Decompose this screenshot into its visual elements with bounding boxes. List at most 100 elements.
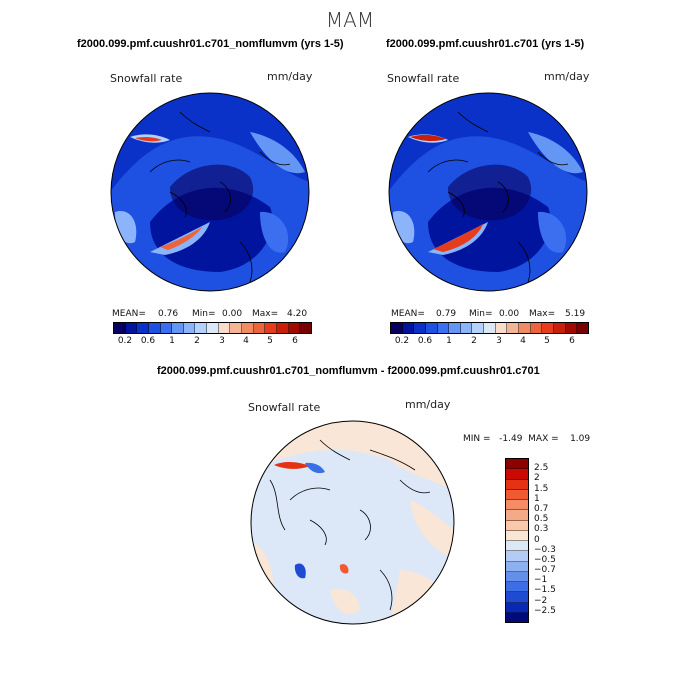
colorbar-swatch <box>137 323 149 333</box>
colorbar-swatch <box>183 323 196 333</box>
colorbar-tick: 2 <box>471 336 477 346</box>
panel2-max-label: Max= <box>529 309 556 319</box>
panel2-mean-label: MEAN= <box>391 309 425 319</box>
colorbar-swatch <box>276 323 289 333</box>
colorbar-swatch <box>506 571 528 582</box>
panel1-units: mm/day <box>267 70 313 83</box>
colorbar-swatch <box>391 323 403 333</box>
colorbar-swatch <box>506 561 528 572</box>
colorbar-tick: 3 <box>219 336 225 346</box>
colorbar-swatch <box>506 541 528 552</box>
colorbar-tick: 0 <box>534 534 540 545</box>
colorbar-swatch <box>265 323 277 333</box>
colorbar-swatch <box>114 323 126 333</box>
colorbar-swatch <box>300 323 311 333</box>
colorbar-tick: 4 <box>243 336 249 346</box>
colorbar-swatch <box>506 612 528 622</box>
colorbar-swatch <box>414 323 426 333</box>
colorbar-tick: −1.5 <box>534 585 556 596</box>
panel1-colorbar <box>113 322 312 334</box>
diff-units: mm/day <box>405 398 451 411</box>
diff-colorbar-ticks: 2.5 2 1.5 1 0.7 0.5 0.3 0 −0.3 −0.5 −0.7 −1 −1.5 −2 −2… <box>534 458 574 621</box>
panel1-mean-label: MEAN= <box>112 309 146 319</box>
season-title: MAM <box>325 8 375 32</box>
colorbar-swatch <box>506 592 528 603</box>
colorbar-tick: 0.6 <box>140 336 156 346</box>
colorbar-tick: 5 <box>544 336 550 346</box>
diff-title: f2000.099.pmf.cuushr01.c701_nomflumvm - … <box>157 365 540 377</box>
panel2-colorbar-ticks: 0.2 0.6 1 2 3 4 5 6 <box>390 336 587 348</box>
colorbar-swatch <box>484 323 496 333</box>
diff-polar-map <box>250 420 455 625</box>
panel2-units: mm/day <box>544 70 590 83</box>
colorbar-swatch <box>506 602 528 613</box>
colorbar-tick: 0.3 <box>534 524 549 535</box>
colorbar-tick: 0.5 <box>534 514 549 525</box>
colorbar-tick: 2.5 <box>534 463 549 474</box>
diff-minmax: MIN = -1.49 MAX = 1.09 <box>463 434 591 444</box>
colorbar-swatch <box>506 459 528 470</box>
colorbar-swatch <box>230 323 243 333</box>
colorbar-swatch <box>506 500 528 511</box>
colorbar-swatch <box>207 323 219 333</box>
colorbar-swatch <box>577 323 588 333</box>
colorbar-tick: 0.7 <box>534 503 549 514</box>
colorbar-tick: 0.2 <box>117 336 133 346</box>
colorbar-tick: 6 <box>292 336 298 346</box>
colorbar-tick: 0.2 <box>394 336 410 346</box>
panel1-variable: Snowfall rate <box>110 72 183 85</box>
panel2-min-label: Min= <box>469 309 493 319</box>
colorbar-swatch <box>506 489 528 500</box>
colorbar-tick: −0.5 <box>534 554 556 565</box>
colorbar-swatch <box>519 323 531 333</box>
colorbar-swatch <box>253 323 266 333</box>
colorbar-tick: −0.3 <box>534 544 556 555</box>
colorbar-tick: 1 <box>169 336 175 346</box>
colorbar-swatch <box>160 323 173 333</box>
colorbar-tick: 2 <box>194 336 200 346</box>
colorbar-tick: 1 <box>446 336 452 346</box>
colorbar-tick: −0.7 <box>534 565 556 576</box>
colorbar-swatch <box>506 520 528 531</box>
colorbar-swatch <box>506 479 528 490</box>
colorbar-swatch <box>218 323 231 333</box>
panel2-colorbar <box>390 322 589 334</box>
panel1-max-label: Max= <box>252 309 279 319</box>
colorbar-swatch <box>553 323 566 333</box>
colorbar-swatch <box>148 323 161 333</box>
panel1-colorbar-ticks: 0.2 0.6 1 2 3 4 5 6 <box>113 336 310 348</box>
colorbar-swatch <box>242 323 254 333</box>
colorbar-tick: 3 <box>496 336 502 346</box>
colorbar-swatch <box>449 323 461 333</box>
panel2-variable: Snowfall rate <box>387 72 460 85</box>
panel1-min-value: 0.00 <box>222 309 243 319</box>
colorbar-swatch <box>542 323 554 333</box>
diff-variable: Snowfall rate <box>248 401 321 414</box>
panel1-min-label: Min= <box>192 309 216 319</box>
colorbar-swatch <box>506 551 528 562</box>
panel2-title: f2000.099.pmf.cuushr01.c701 (yrs 1-5) <box>386 38 585 50</box>
colorbar-tick: −2.5 <box>534 605 556 616</box>
colorbar-swatch <box>506 469 528 480</box>
colorbar-swatch <box>125 323 138 333</box>
colorbar-tick: 6 <box>569 336 575 346</box>
panel1-mean-value: 0.76 <box>158 309 179 319</box>
colorbar-swatch <box>425 323 438 333</box>
colorbar-swatch <box>495 323 508 333</box>
colorbar-tick: 5 <box>267 336 273 346</box>
colorbar-swatch <box>288 323 301 333</box>
panel2-max-value: 5.19 <box>565 309 586 319</box>
panel2-polar-map <box>388 92 588 292</box>
colorbar-swatch <box>402 323 415 333</box>
panel1-polar-map <box>110 92 310 292</box>
colorbar-tick: 4 <box>520 336 526 346</box>
colorbar-swatch <box>565 323 578 333</box>
colorbar-swatch <box>506 582 528 593</box>
panel2-min-value: 0.00 <box>499 309 520 319</box>
colorbar-swatch <box>172 323 184 333</box>
colorbar-tick: 0.6 <box>417 336 433 346</box>
colorbar-swatch <box>195 323 208 333</box>
colorbar-swatch <box>460 323 473 333</box>
diff-colorbar <box>505 458 529 623</box>
colorbar-swatch <box>530 323 543 333</box>
